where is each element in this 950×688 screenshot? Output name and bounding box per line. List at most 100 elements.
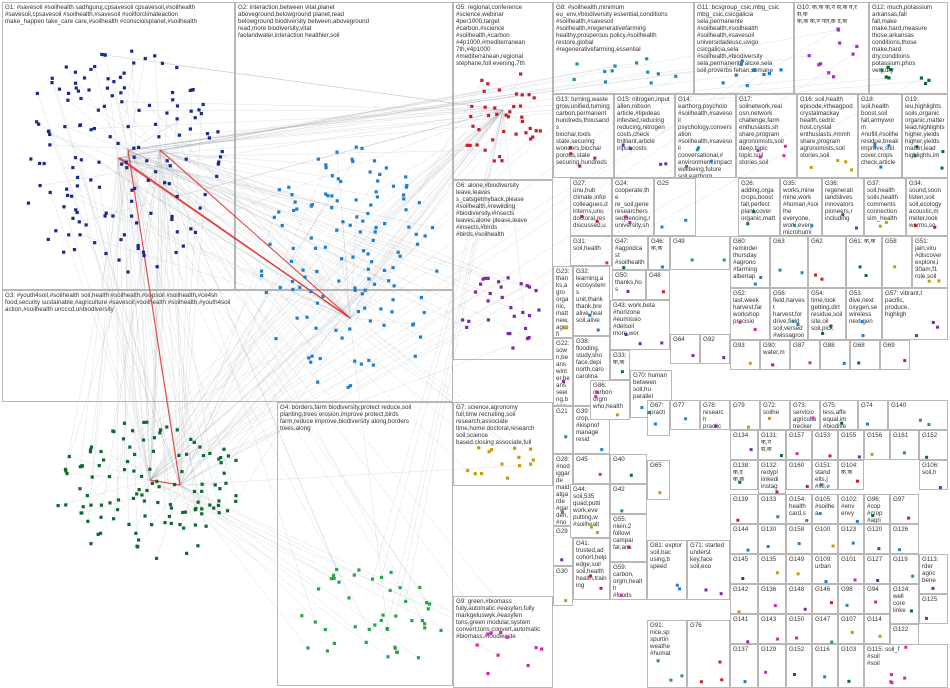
group-panel-g154: G154: health card,s <box>786 494 812 524</box>
node-g3 <box>193 508 197 512</box>
group-panel-g81: G81: explor soil,bac using,b speed <box>647 540 687 600</box>
node-g3 <box>80 464 84 468</box>
group-label: G138: क,द क,क <box>733 462 750 483</box>
node-g3 <box>111 429 115 433</box>
group-panel-g17: G17: soilnetwork,real osn,network challe… <box>736 94 797 178</box>
group-panel-g101: G101 <box>838 554 864 584</box>
group-label: G42 <box>613 486 625 493</box>
node-g3 <box>116 498 121 502</box>
node-g3 <box>136 538 141 542</box>
group-panel-g26: G26: adding,orga crops,boost fall,perfec… <box>738 178 780 236</box>
group-label: G79 <box>733 402 745 409</box>
group-label: G151: stand elts,j #sfl,e <box>815 462 832 490</box>
group-label: G78: research practic check,r implem <box>703 402 724 430</box>
node-g3 <box>185 551 189 555</box>
group-label: G161 <box>893 432 909 439</box>
edge <box>179 484 196 526</box>
group-label: G55: nlein,2 followi campai far,ans <box>613 516 633 551</box>
group-label: G27: únu,hub climate,infor colleagues,d … <box>573 180 608 229</box>
group-label: G19: ieu,highlights soils,organic organi… <box>905 96 945 159</box>
group-label: G57: vibrant,t pacific, produce, highlig… <box>885 290 923 318</box>
group-label: G153 <box>815 432 831 439</box>
group-panel-g57: G57: vibrant,t pacific, produce, highlig… <box>882 288 948 340</box>
node-g3 <box>167 514 171 519</box>
group-panel-g153: G153 <box>812 430 838 460</box>
group-label: G18: soil,health boost,soil fall,armywor… <box>861 96 899 166</box>
group-panel-g94: G94 <box>864 584 890 614</box>
group-panel-g13: G13: turning,waste grow,unified,turning … <box>553 94 614 178</box>
node-g3 <box>131 496 136 500</box>
group-panel-g9: G9: green,#biomass fully,automatic #easy… <box>453 596 553 688</box>
group-label: G131: क,न स,क <box>761 432 778 453</box>
group-panel-g132: G132: redypl linkedi instag <box>758 460 786 494</box>
group-panel-g93: G93 <box>730 340 760 370</box>
group-panel-g18: G18: soil,health boost,soil fall,armywor… <box>858 94 902 178</box>
group-panel-g47: G47: #agpodcast #soilhealth, health,bu s… <box>612 236 648 270</box>
group-label: G8: #soilhealth,minimum eu_env,#biodiver… <box>556 4 668 53</box>
group-label: G124: well core linke <box>893 586 910 614</box>
group-panel-g148: G148 <box>786 584 812 614</box>
group-panel-g69: G69 <box>880 340 910 370</box>
group-panel-g131: G131: क,न स,क <box>758 430 786 460</box>
node-g3 <box>222 471 226 475</box>
node-g3 <box>208 503 212 507</box>
node-g3 <box>158 431 162 435</box>
node-g3 <box>192 440 196 444</box>
group-label: G5: regional,conference #science,webinar… <box>456 4 526 67</box>
group-panel-g79: G79 <box>730 400 760 430</box>
node-g3 <box>135 492 139 496</box>
group-panel-g75: G75: less,affe equal,im #biodive <box>820 400 858 430</box>
node-g3 <box>97 463 101 468</box>
group-panel-g23: G23: thanks,agro organic,matt new,agrofi… <box>553 266 573 338</box>
group-label: G73: servicio agricultu trecker <box>793 402 817 430</box>
group-panel-g63: G63 <box>770 236 808 288</box>
node-g3 <box>132 469 136 473</box>
group-label: G137 <box>733 646 749 653</box>
group-panel-g33: G33: क,क <box>610 350 630 380</box>
node-g3 <box>196 500 200 504</box>
group-panel-g6: G6: alone,#biodiversity leave,leaves s_c… <box>453 180 553 360</box>
node-g3 <box>140 493 144 497</box>
node-g3 <box>175 428 179 432</box>
group-label: G62 <box>811 238 823 245</box>
group-label: G60: reminder thursday #agrono #farming … <box>733 238 758 280</box>
group-label: G49 <box>673 238 685 245</box>
group-panel-g48: G48 <box>646 270 670 300</box>
group-label: G58 <box>885 238 897 245</box>
group-label: G104: क,क <box>841 462 860 476</box>
group-panel-g74: G74 <box>858 400 888 430</box>
group-label: G152 <box>922 432 938 439</box>
group-label: G132: redypl linkedi instag <box>761 462 779 490</box>
node-g3 <box>217 499 221 503</box>
group-label: G48 <box>649 272 661 279</box>
group-panel-g144: G144 <box>730 524 758 554</box>
node-g3 <box>234 499 238 503</box>
group-label: G145 <box>733 556 749 563</box>
group-label: G87 <box>793 342 805 349</box>
group-panel-g129: G129 <box>758 644 786 688</box>
group-panel-g73: G73: servicio agricultu trecker <box>790 400 820 430</box>
group-label: G122 <box>893 626 909 633</box>
node-g3 <box>219 461 223 465</box>
node-g3 <box>224 481 228 485</box>
node-g3 <box>78 487 82 491</box>
node-g3 <box>150 481 154 485</box>
group-label: G139 <box>733 496 749 503</box>
node-g3 <box>204 524 208 528</box>
group-label: G41: trusted,ad cohort,help edge,soil so… <box>576 540 607 589</box>
group-panel-g146: G146 <box>812 584 838 614</box>
node-g3 <box>181 526 186 530</box>
node-g3 <box>194 506 198 511</box>
group-panel-g104: G104: क,क <box>838 460 864 490</box>
node-g3 <box>200 489 204 493</box>
group-panel-g5: G5: regional,conference #science,webinar… <box>453 2 553 180</box>
group-panel-g21: G21 <box>553 406 573 454</box>
group-panel-g90: G90: water,m <box>760 340 790 370</box>
group-panel-g87: G87 <box>790 340 820 370</box>
group-label: G101 <box>841 556 857 563</box>
group-panel-g16: G16: soil,health episode,#theagpod cryst… <box>797 94 858 178</box>
group-panel-g14: G14: earthorg,psycholo #soilhealth,#save… <box>675 94 736 178</box>
edge <box>137 484 181 547</box>
group-panel-g46: G46: क,क <box>648 236 670 270</box>
group-label: G123 <box>841 526 857 533</box>
